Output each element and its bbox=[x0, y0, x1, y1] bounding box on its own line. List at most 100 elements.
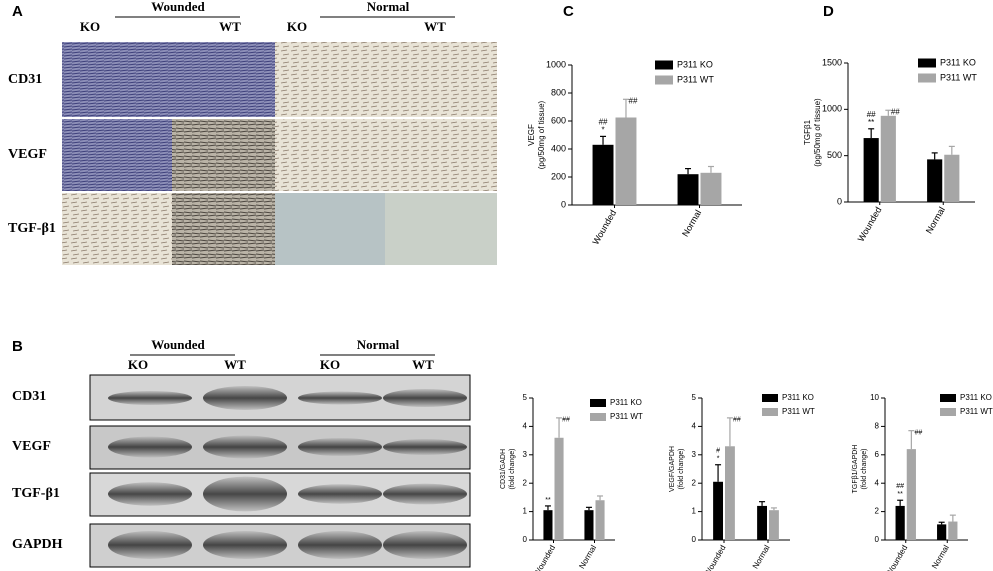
y-axis-label: (fold change) bbox=[678, 449, 685, 490]
y-axis-label: (fold change) bbox=[509, 449, 516, 490]
column-label: KO bbox=[128, 357, 148, 372]
legend-label: P311 WT bbox=[940, 72, 977, 82]
bar bbox=[543, 510, 553, 540]
bar bbox=[937, 524, 947, 540]
y-tick-label: 600 bbox=[551, 115, 566, 125]
bar bbox=[906, 449, 916, 540]
micrograph bbox=[275, 193, 385, 265]
significance-mark: ## bbox=[733, 417, 741, 424]
blot-band bbox=[383, 531, 467, 559]
bar bbox=[700, 172, 722, 205]
blot-band bbox=[383, 483, 467, 505]
y-tick-label: 4 bbox=[523, 422, 528, 431]
panel-label: D bbox=[823, 3, 834, 20]
y-tick-label: 0 bbox=[875, 535, 880, 544]
micrograph bbox=[62, 42, 172, 117]
legend-label: P311 KO bbox=[782, 393, 814, 402]
panel-label: B bbox=[12, 338, 23, 355]
x-tick-label: Normal bbox=[924, 205, 947, 235]
legend-swatch bbox=[590, 413, 606, 421]
x-tick-label: Wounded bbox=[884, 544, 909, 571]
bar bbox=[554, 437, 564, 540]
blot-band bbox=[108, 391, 192, 405]
legend-swatch bbox=[590, 399, 606, 407]
micrograph bbox=[385, 193, 497, 265]
legend-swatch bbox=[940, 408, 956, 416]
y-tick-label: 1000 bbox=[822, 104, 842, 114]
column-label: KO bbox=[320, 357, 340, 372]
significance-mark: ## bbox=[562, 417, 570, 424]
micrograph bbox=[275, 42, 385, 117]
column-label: WT bbox=[412, 357, 434, 372]
legend-label: P311 KO bbox=[677, 59, 713, 69]
y-axis-label: TGFβ1 bbox=[803, 119, 812, 145]
bar bbox=[944, 154, 960, 202]
column-label: KO bbox=[287, 19, 307, 34]
significance-mark: * bbox=[717, 456, 720, 463]
micrograph bbox=[172, 42, 282, 117]
micrograph bbox=[385, 42, 497, 117]
bar bbox=[927, 159, 943, 202]
significance-mark: ** bbox=[868, 118, 874, 127]
blot-band bbox=[108, 436, 192, 458]
legend-swatch bbox=[940, 394, 956, 402]
significance-mark: ## bbox=[599, 118, 608, 127]
legend-swatch bbox=[762, 394, 778, 402]
y-tick-label: 2 bbox=[523, 478, 528, 487]
row-label: GAPDH bbox=[12, 537, 63, 552]
row-label: VEGF bbox=[8, 147, 47, 162]
x-tick-label: Normal bbox=[680, 208, 703, 238]
legend-label: P311 KO bbox=[610, 398, 642, 407]
legend-label: P311 WT bbox=[782, 407, 815, 416]
significance-mark: ## bbox=[914, 430, 922, 437]
blot-band bbox=[298, 391, 382, 405]
column-label: WT bbox=[224, 357, 246, 372]
bar bbox=[615, 117, 637, 205]
group-label: Wounded bbox=[151, 337, 205, 352]
y-tick-label: 10 bbox=[870, 393, 879, 402]
blot-band bbox=[383, 439, 467, 455]
x-tick-label: Wounded bbox=[532, 544, 557, 571]
y-tick-label: 800 bbox=[551, 87, 566, 97]
x-tick-label: Wounded bbox=[856, 205, 884, 243]
y-tick-label: 200 bbox=[551, 171, 566, 181]
significance-mark: * bbox=[601, 126, 604, 135]
legend-swatch bbox=[918, 58, 936, 68]
significance-mark: ** bbox=[897, 491, 903, 498]
legend-swatch bbox=[918, 73, 936, 83]
y-axis-label: (pg/50mg of tissue) bbox=[813, 98, 822, 167]
bar bbox=[757, 505, 767, 540]
blot-band bbox=[298, 438, 382, 456]
significance-mark: # bbox=[716, 448, 720, 455]
row-label: CD31 bbox=[12, 389, 46, 404]
blot-band bbox=[203, 531, 287, 559]
y-tick-label: 4 bbox=[692, 422, 697, 431]
y-tick-label: 1 bbox=[523, 507, 528, 516]
bar bbox=[725, 446, 735, 540]
y-tick-label: 2 bbox=[692, 478, 697, 487]
blot-band bbox=[203, 435, 287, 459]
blot-band bbox=[298, 484, 382, 504]
y-tick-label: 0 bbox=[561, 199, 566, 209]
y-axis-label: VEGF/GAPDH bbox=[669, 446, 676, 492]
bar bbox=[584, 510, 594, 540]
blot-band bbox=[298, 531, 382, 559]
y-tick-label: 0 bbox=[523, 535, 528, 544]
y-axis-label: VEGF bbox=[527, 124, 536, 146]
bar bbox=[863, 138, 879, 202]
legend-swatch bbox=[762, 408, 778, 416]
panel-label: C bbox=[563, 3, 574, 20]
blot-band bbox=[108, 531, 192, 559]
y-axis-label: (pg/50mg of tissue) bbox=[537, 100, 546, 169]
legend-label: P311 WT bbox=[677, 74, 714, 84]
micrograph bbox=[62, 193, 172, 265]
legend-swatch bbox=[655, 60, 673, 70]
y-tick-label: 3 bbox=[523, 450, 528, 459]
column-label: KO bbox=[80, 19, 100, 34]
micrograph bbox=[385, 119, 497, 191]
bar bbox=[677, 174, 699, 205]
x-tick-label: Normal bbox=[751, 543, 772, 570]
significance-mark: ## bbox=[867, 110, 876, 119]
legend-label: P311 WT bbox=[610, 412, 643, 421]
bar bbox=[713, 481, 723, 540]
